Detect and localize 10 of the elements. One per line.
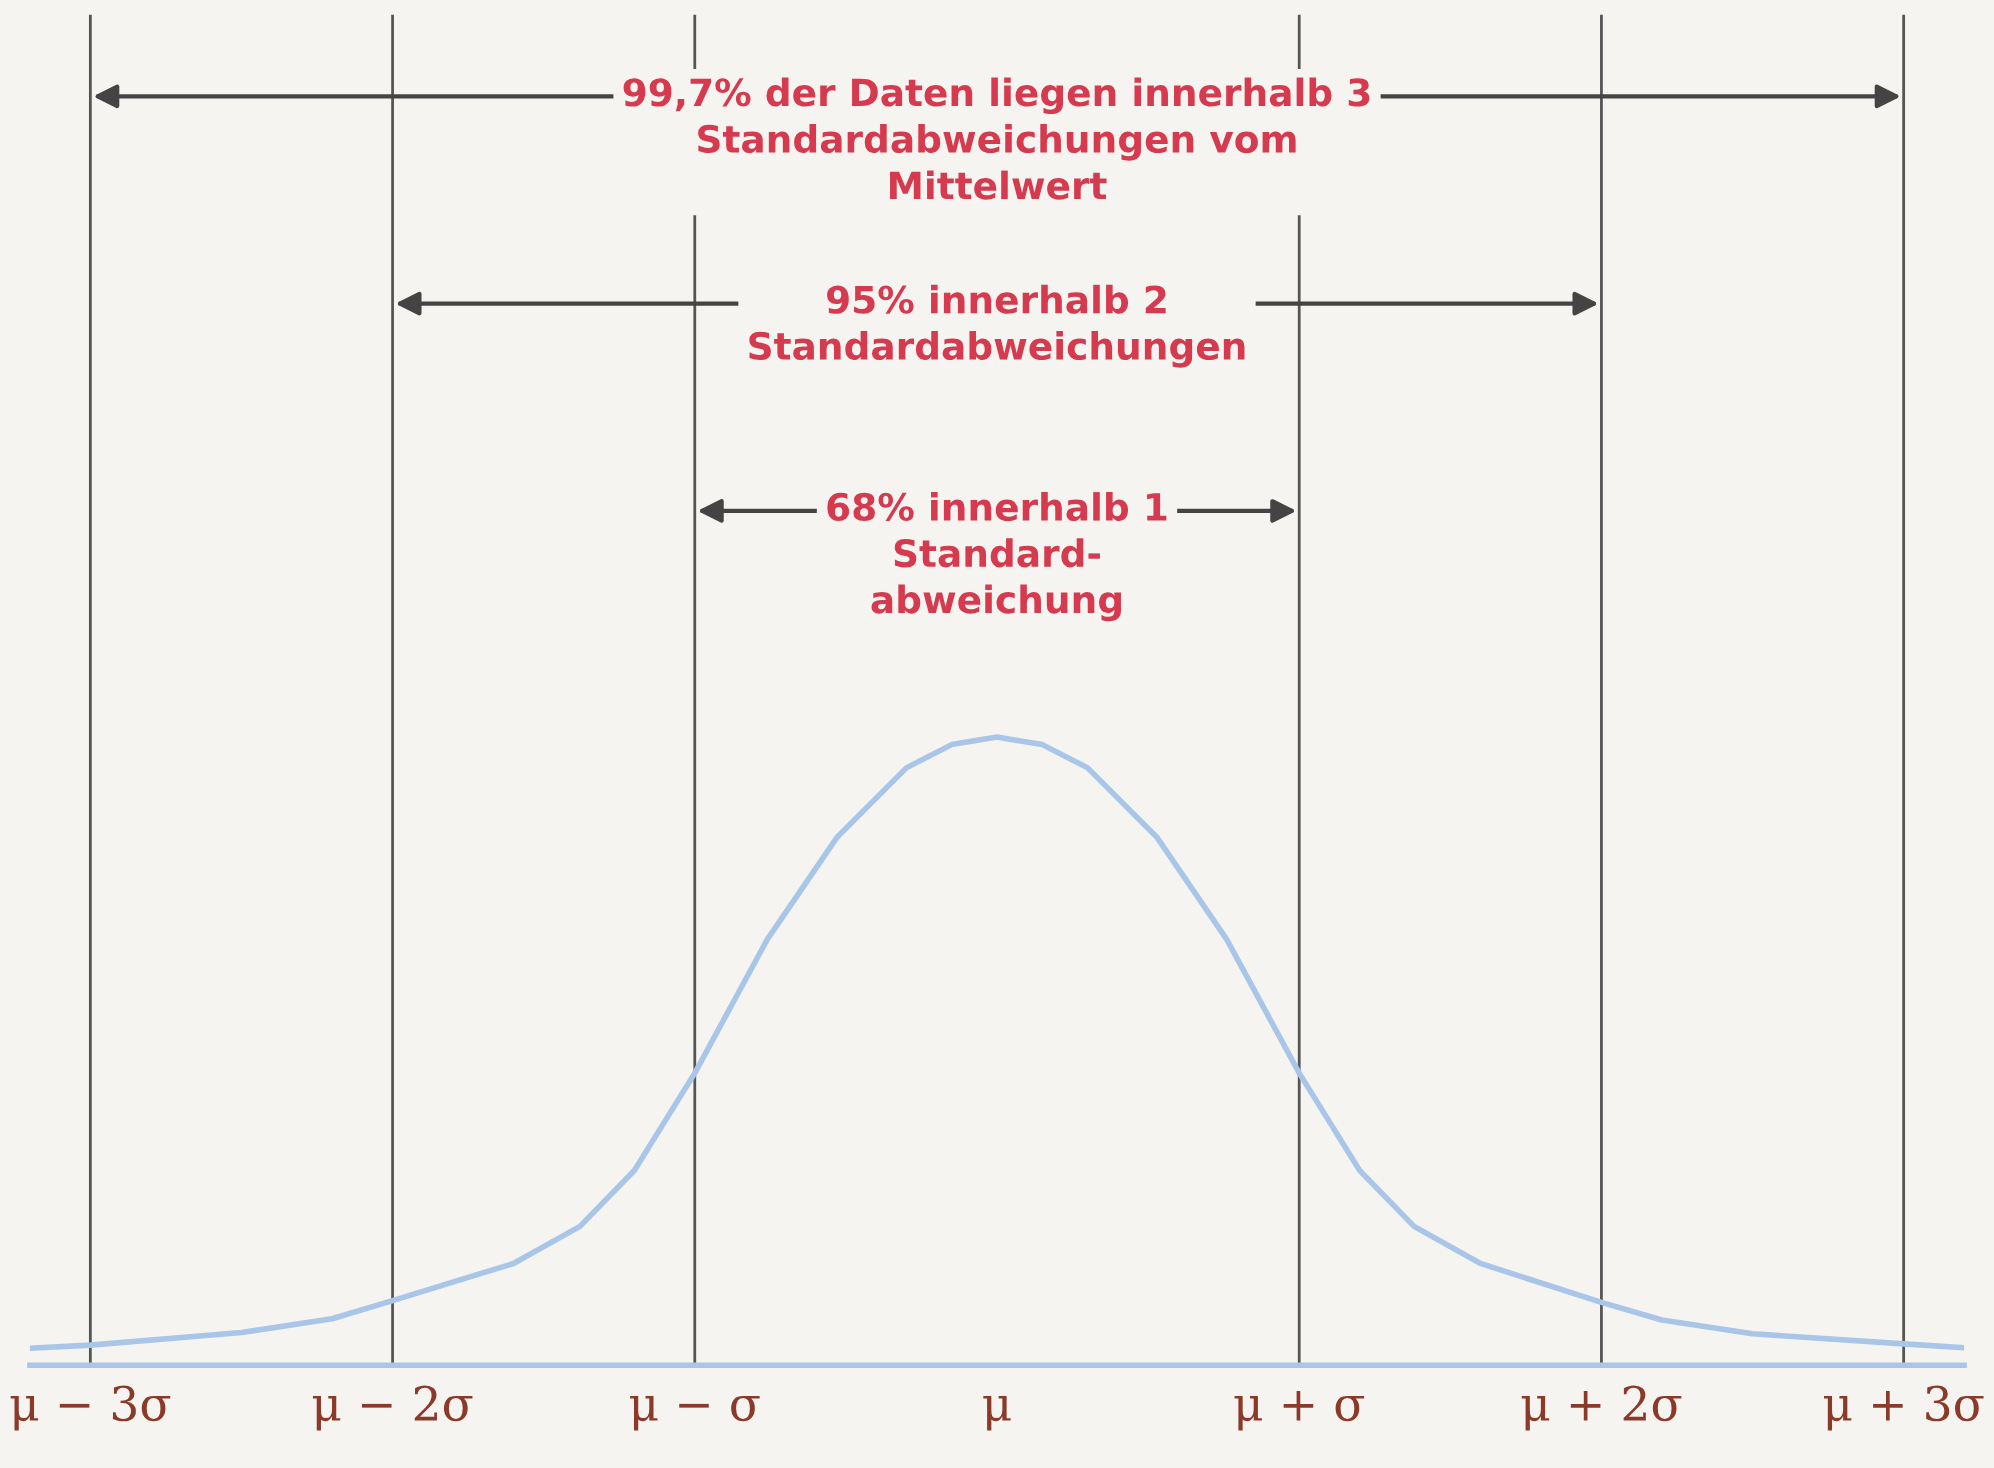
- text: 99,7% der Daten liegen innerhalb 3 Standardabweichungen vom Mittelwert: [623, 77, 1370, 200]
- text: 95% innerhalb 2 Standardabweichungen: [749, 284, 1245, 368]
- x-tick-label: μ: [983, 1396, 1011, 1431]
- x-tick-label: μ − 2σ: [312, 1385, 473, 1431]
- x-tick-label: μ + σ: [1234, 1390, 1365, 1431]
- x-tick-label: μ + 3σ: [1823, 1385, 1984, 1431]
- text: 68% innerhalb 1 Standard- abweichung: [827, 492, 1167, 622]
- x-tick-label: μ + 2σ: [1521, 1385, 1682, 1431]
- x-tick-label: μ − 3σ: [10, 1385, 171, 1431]
- x-tick-label: μ − σ: [630, 1396, 760, 1431]
